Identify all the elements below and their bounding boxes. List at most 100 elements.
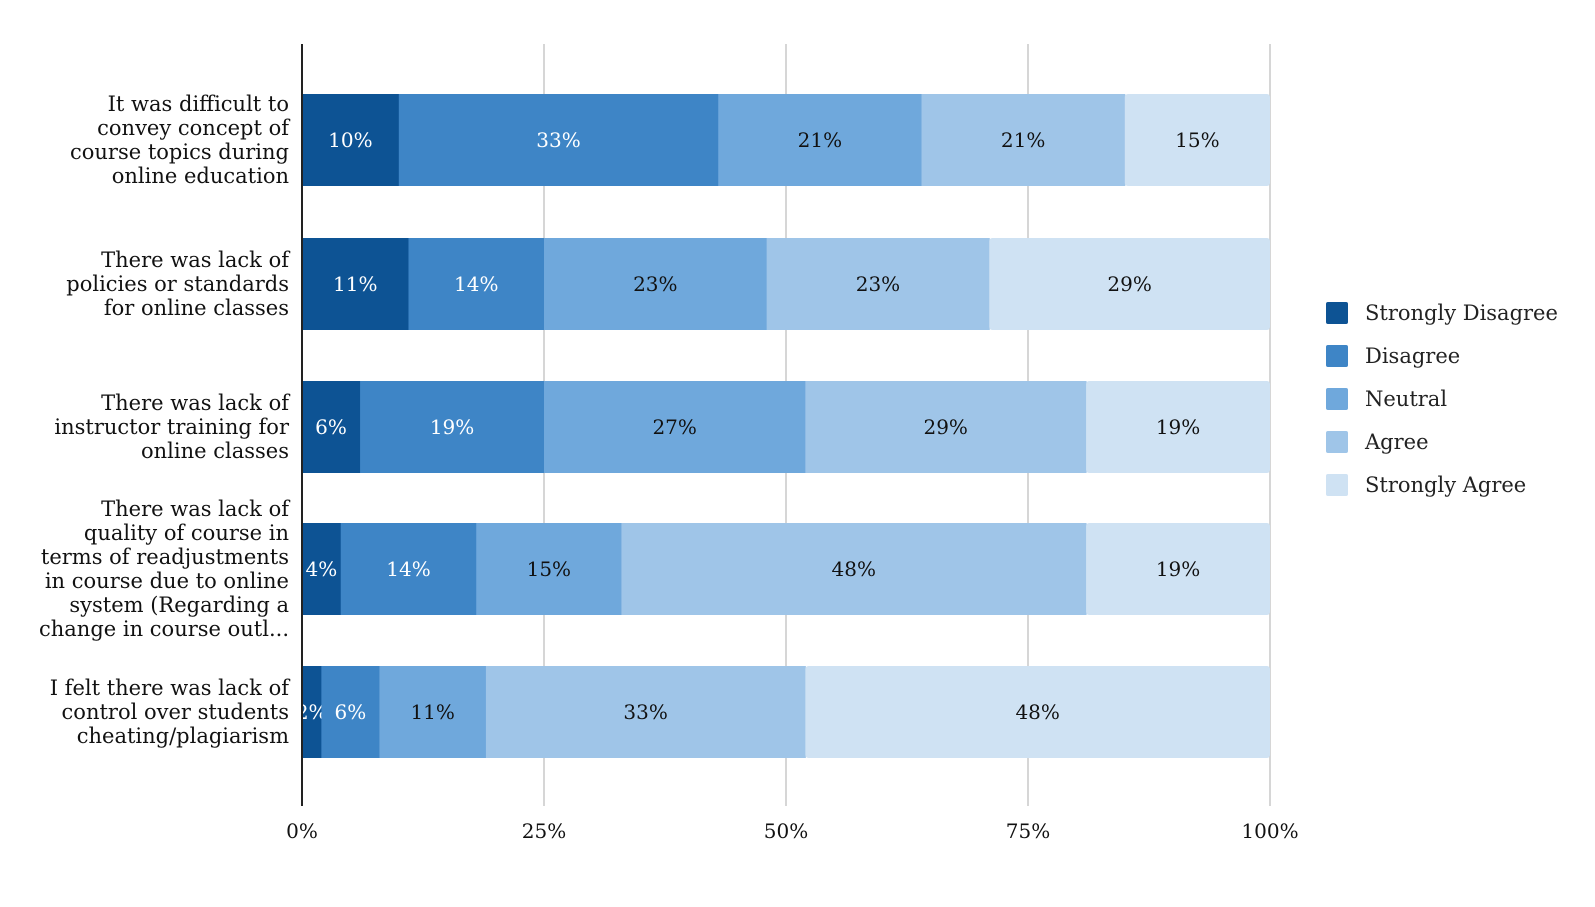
legend-label: Neutral xyxy=(1365,387,1447,411)
category-label-line: There was lack of xyxy=(101,497,291,521)
category-label-line: There was lack of xyxy=(101,391,291,415)
category-label-line: system (Regarding a xyxy=(69,593,289,617)
bar-segment xyxy=(805,666,1270,758)
bar-data-label: 19% xyxy=(1156,557,1200,581)
bar-data-label: 11% xyxy=(410,700,454,724)
bar-segment xyxy=(302,523,342,615)
bar-segment xyxy=(476,523,622,615)
category-label-line: There was lack of xyxy=(101,248,291,272)
bar-row: 11% 14% 23% 23% 29% xyxy=(302,238,1270,330)
category-label: I felt there was lack of control over stu… xyxy=(50,676,292,748)
bar-data-label: 27% xyxy=(652,415,696,439)
x-tick-label: 100% xyxy=(1241,819,1298,843)
category-label-line: in course due to online xyxy=(45,569,289,593)
bar-data-label: 23% xyxy=(856,272,900,296)
category-label-line: instructor training for xyxy=(54,415,290,439)
bars: 10% 33% 21% 21% 15% 11% 14% 23% 23% 29% 6% 19% 27% 29… xyxy=(296,94,1270,758)
bar-segment xyxy=(621,523,1087,615)
bar-segment xyxy=(544,381,806,473)
bar-segment xyxy=(321,666,380,758)
bar-data-label: 19% xyxy=(1156,415,1200,439)
legend-item: Disagree xyxy=(1326,344,1460,368)
bar-row: 4% 14% 15% 48% 19% xyxy=(302,523,1270,615)
bar-data-label: 6% xyxy=(315,415,347,439)
bar-data-label: 21% xyxy=(1001,128,1045,152)
legend-swatch xyxy=(1326,388,1348,410)
legend-label: Strongly Agree xyxy=(1365,473,1526,497)
legend: Strongly Disagree Disagree Neutral Agree Str… xyxy=(1326,301,1558,497)
bar-segment xyxy=(989,238,1270,330)
x-tick-label: 50% xyxy=(764,819,808,843)
x-tick-label: 25% xyxy=(522,819,566,843)
bar-segment xyxy=(408,238,545,330)
bar-segment xyxy=(340,523,477,615)
bar-row: 2% 6% 11% 33% 48% xyxy=(296,666,1270,758)
bar-data-label: 29% xyxy=(1107,272,1151,296)
legend-item: Strongly Disagree xyxy=(1326,301,1558,325)
category-label-line: change in course outl... xyxy=(39,617,289,641)
bar-segment xyxy=(805,381,1087,473)
legend-item: Strongly Agree xyxy=(1326,473,1526,497)
bar-data-label: 48% xyxy=(832,557,876,581)
bar-segment xyxy=(544,238,768,330)
bar-segment xyxy=(921,94,1126,186)
legend-item: Neutral xyxy=(1326,387,1447,411)
bar-segment xyxy=(379,666,487,758)
category-label-line: control over students xyxy=(62,700,289,724)
bar-row: 10% 33% 21% 21% 15% xyxy=(302,94,1270,186)
bar-data-label: 15% xyxy=(527,557,571,581)
bar-segment xyxy=(302,381,361,473)
category-label-line: convey concept of xyxy=(97,116,291,140)
bar-data-label: 10% xyxy=(328,128,372,152)
legend-item: Agree xyxy=(1326,430,1429,454)
x-tick-label: 75% xyxy=(1006,819,1050,843)
bar-segment xyxy=(766,238,990,330)
x-tick-labels: 0% 25% 50% 75% 100% xyxy=(286,819,1298,843)
category-label-line: course topics during xyxy=(70,140,289,164)
bar-segment xyxy=(1086,381,1270,473)
legend-label: Disagree xyxy=(1365,344,1460,368)
category-label-line: online education xyxy=(112,164,289,188)
bar-data-label: 14% xyxy=(386,557,430,581)
bar-data-label: 21% xyxy=(798,128,842,152)
category-label: There was lack of policies or standards fo… xyxy=(66,248,291,320)
legend-label: Agree xyxy=(1364,430,1429,454)
bar-segment xyxy=(718,94,923,186)
bar-data-label: 19% xyxy=(430,415,474,439)
legend-swatch xyxy=(1326,302,1348,324)
category-label: There was lack of instructor training for… xyxy=(54,391,291,463)
bar-data-label: 14% xyxy=(454,272,498,296)
x-tick-label: 0% xyxy=(286,819,318,843)
bar-segment xyxy=(302,94,400,186)
bar-data-label: 33% xyxy=(536,128,580,152)
legend-label: Strongly Disagree xyxy=(1365,301,1558,325)
category-label-line: policies or standards xyxy=(66,272,289,296)
category-label-line: online classes xyxy=(141,439,289,463)
category-label-line: It was difficult to xyxy=(108,92,289,116)
bar-data-label: 29% xyxy=(923,415,967,439)
bar-segment xyxy=(302,238,409,330)
bar-segment xyxy=(398,94,719,186)
category-label-line: for online classes xyxy=(104,296,289,320)
category-label-line: cheating/plagiarism xyxy=(77,724,289,748)
bar-data-label: 15% xyxy=(1175,128,1219,152)
category-label: There was lack of quality of course in ter… xyxy=(39,497,291,641)
category-labels: It was difficult to convey concept of cour… xyxy=(39,92,291,748)
bar-segment xyxy=(485,666,806,758)
legend-swatch xyxy=(1326,474,1348,496)
category-label-line: quality of course in xyxy=(84,521,289,545)
category-label-line: I felt there was lack of xyxy=(50,676,292,700)
bar-data-label: 6% xyxy=(335,700,367,724)
bar-segment xyxy=(1086,523,1270,615)
bar-data-label: 11% xyxy=(333,272,377,296)
bar-segment xyxy=(1124,94,1270,186)
category-label-line: terms of readjustments xyxy=(41,545,289,569)
bar-data-label: 48% xyxy=(1015,700,1059,724)
bar-segment xyxy=(302,666,322,758)
category-label: It was difficult to convey concept of cour… xyxy=(70,92,291,188)
legend-swatch xyxy=(1326,345,1348,367)
bar-row: 6% 19% 27% 29% 19% xyxy=(302,381,1270,473)
bar-data-label: 4% xyxy=(305,557,337,581)
